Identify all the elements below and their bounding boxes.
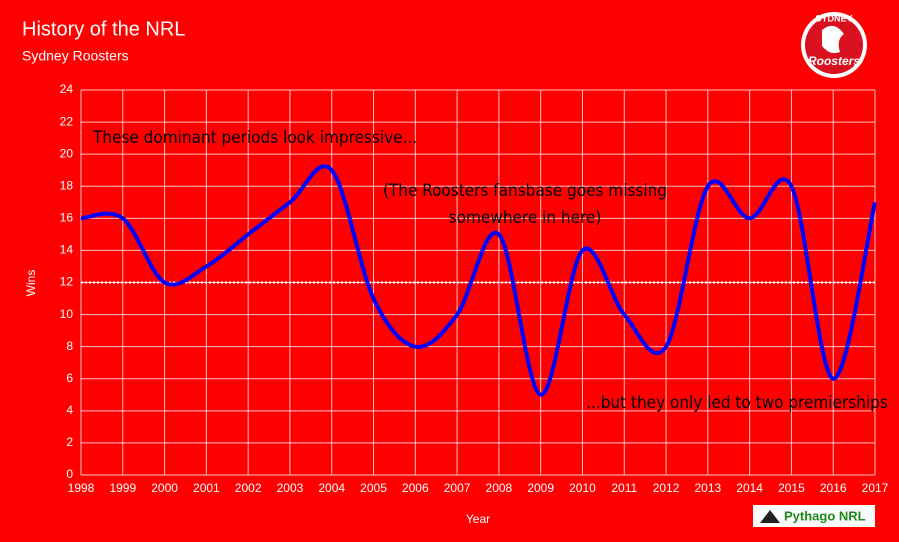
y-tick-label: 18 xyxy=(60,178,74,192)
chart-subtitle: Sydney Roosters xyxy=(22,48,129,64)
annotation: ...but they only led to two premierships xyxy=(586,393,888,413)
x-tick-label: 2003 xyxy=(277,481,304,495)
logo-top: SYDNEY xyxy=(815,13,852,23)
x-tick-label: 2002 xyxy=(235,481,262,495)
logo-script: Roosters xyxy=(808,54,860,68)
x-tick-label: 2010 xyxy=(569,481,596,495)
x-tick-label: 2000 xyxy=(151,481,178,495)
x-tick-label: 2001 xyxy=(193,481,220,495)
credit-text: Pythago NRL xyxy=(784,508,866,523)
x-tick-label: 2008 xyxy=(486,481,513,495)
x-tick-label: 1999 xyxy=(109,481,136,495)
x-tick-label: 2015 xyxy=(778,481,805,495)
x-tick-label: 2013 xyxy=(694,481,721,495)
annotation: These dominant periods look impressive..… xyxy=(92,128,417,148)
y-tick-label: 12 xyxy=(60,275,74,289)
y-tick-label: 2 xyxy=(66,435,73,449)
credit-box xyxy=(753,505,875,527)
y-tick-label: 4 xyxy=(66,403,73,417)
y-tick-label: 16 xyxy=(60,211,74,225)
data-line xyxy=(80,164,877,397)
logo-rooster xyxy=(822,25,844,54)
y-tick-label: 22 xyxy=(60,114,74,128)
x-tick-label: 2005 xyxy=(360,481,387,495)
x-tick-label: 2014 xyxy=(736,481,763,495)
logo: SYDNEY Roosters xyxy=(801,12,867,78)
x-tick-label: 2006 xyxy=(402,481,429,495)
y-axis-label: Wins xyxy=(24,270,38,297)
y-tick-label: 6 xyxy=(66,371,73,385)
x-tick-label: 2016 xyxy=(820,481,847,495)
y-tick-label: 14 xyxy=(60,243,74,257)
y-tick-label: 20 xyxy=(60,146,74,160)
credit-icon xyxy=(760,510,780,523)
chart-title: History of the NRL xyxy=(22,18,185,40)
y-tick-label: 10 xyxy=(60,307,74,321)
annotation: somewhere in here) xyxy=(449,208,602,228)
annotation: (The Roosters fansbase goes missing xyxy=(383,181,667,201)
y-tick-label: 0 xyxy=(66,467,73,481)
y-tick-label: 8 xyxy=(66,339,73,353)
x-tick-label: 2011 xyxy=(611,481,637,495)
credit: Pythago NRL xyxy=(753,505,875,527)
y-tick-label: 24 xyxy=(60,82,74,96)
x-tick-label: 2007 xyxy=(444,481,471,495)
x-tick-label: 2009 xyxy=(527,481,554,495)
x-tick-label: 2004 xyxy=(318,481,345,495)
x-tick-label: 2012 xyxy=(653,481,680,495)
x-axis-label: Year xyxy=(466,512,490,526)
x-tick-label: 1998 xyxy=(68,481,95,495)
x-tick-label: 2017 xyxy=(862,481,889,495)
